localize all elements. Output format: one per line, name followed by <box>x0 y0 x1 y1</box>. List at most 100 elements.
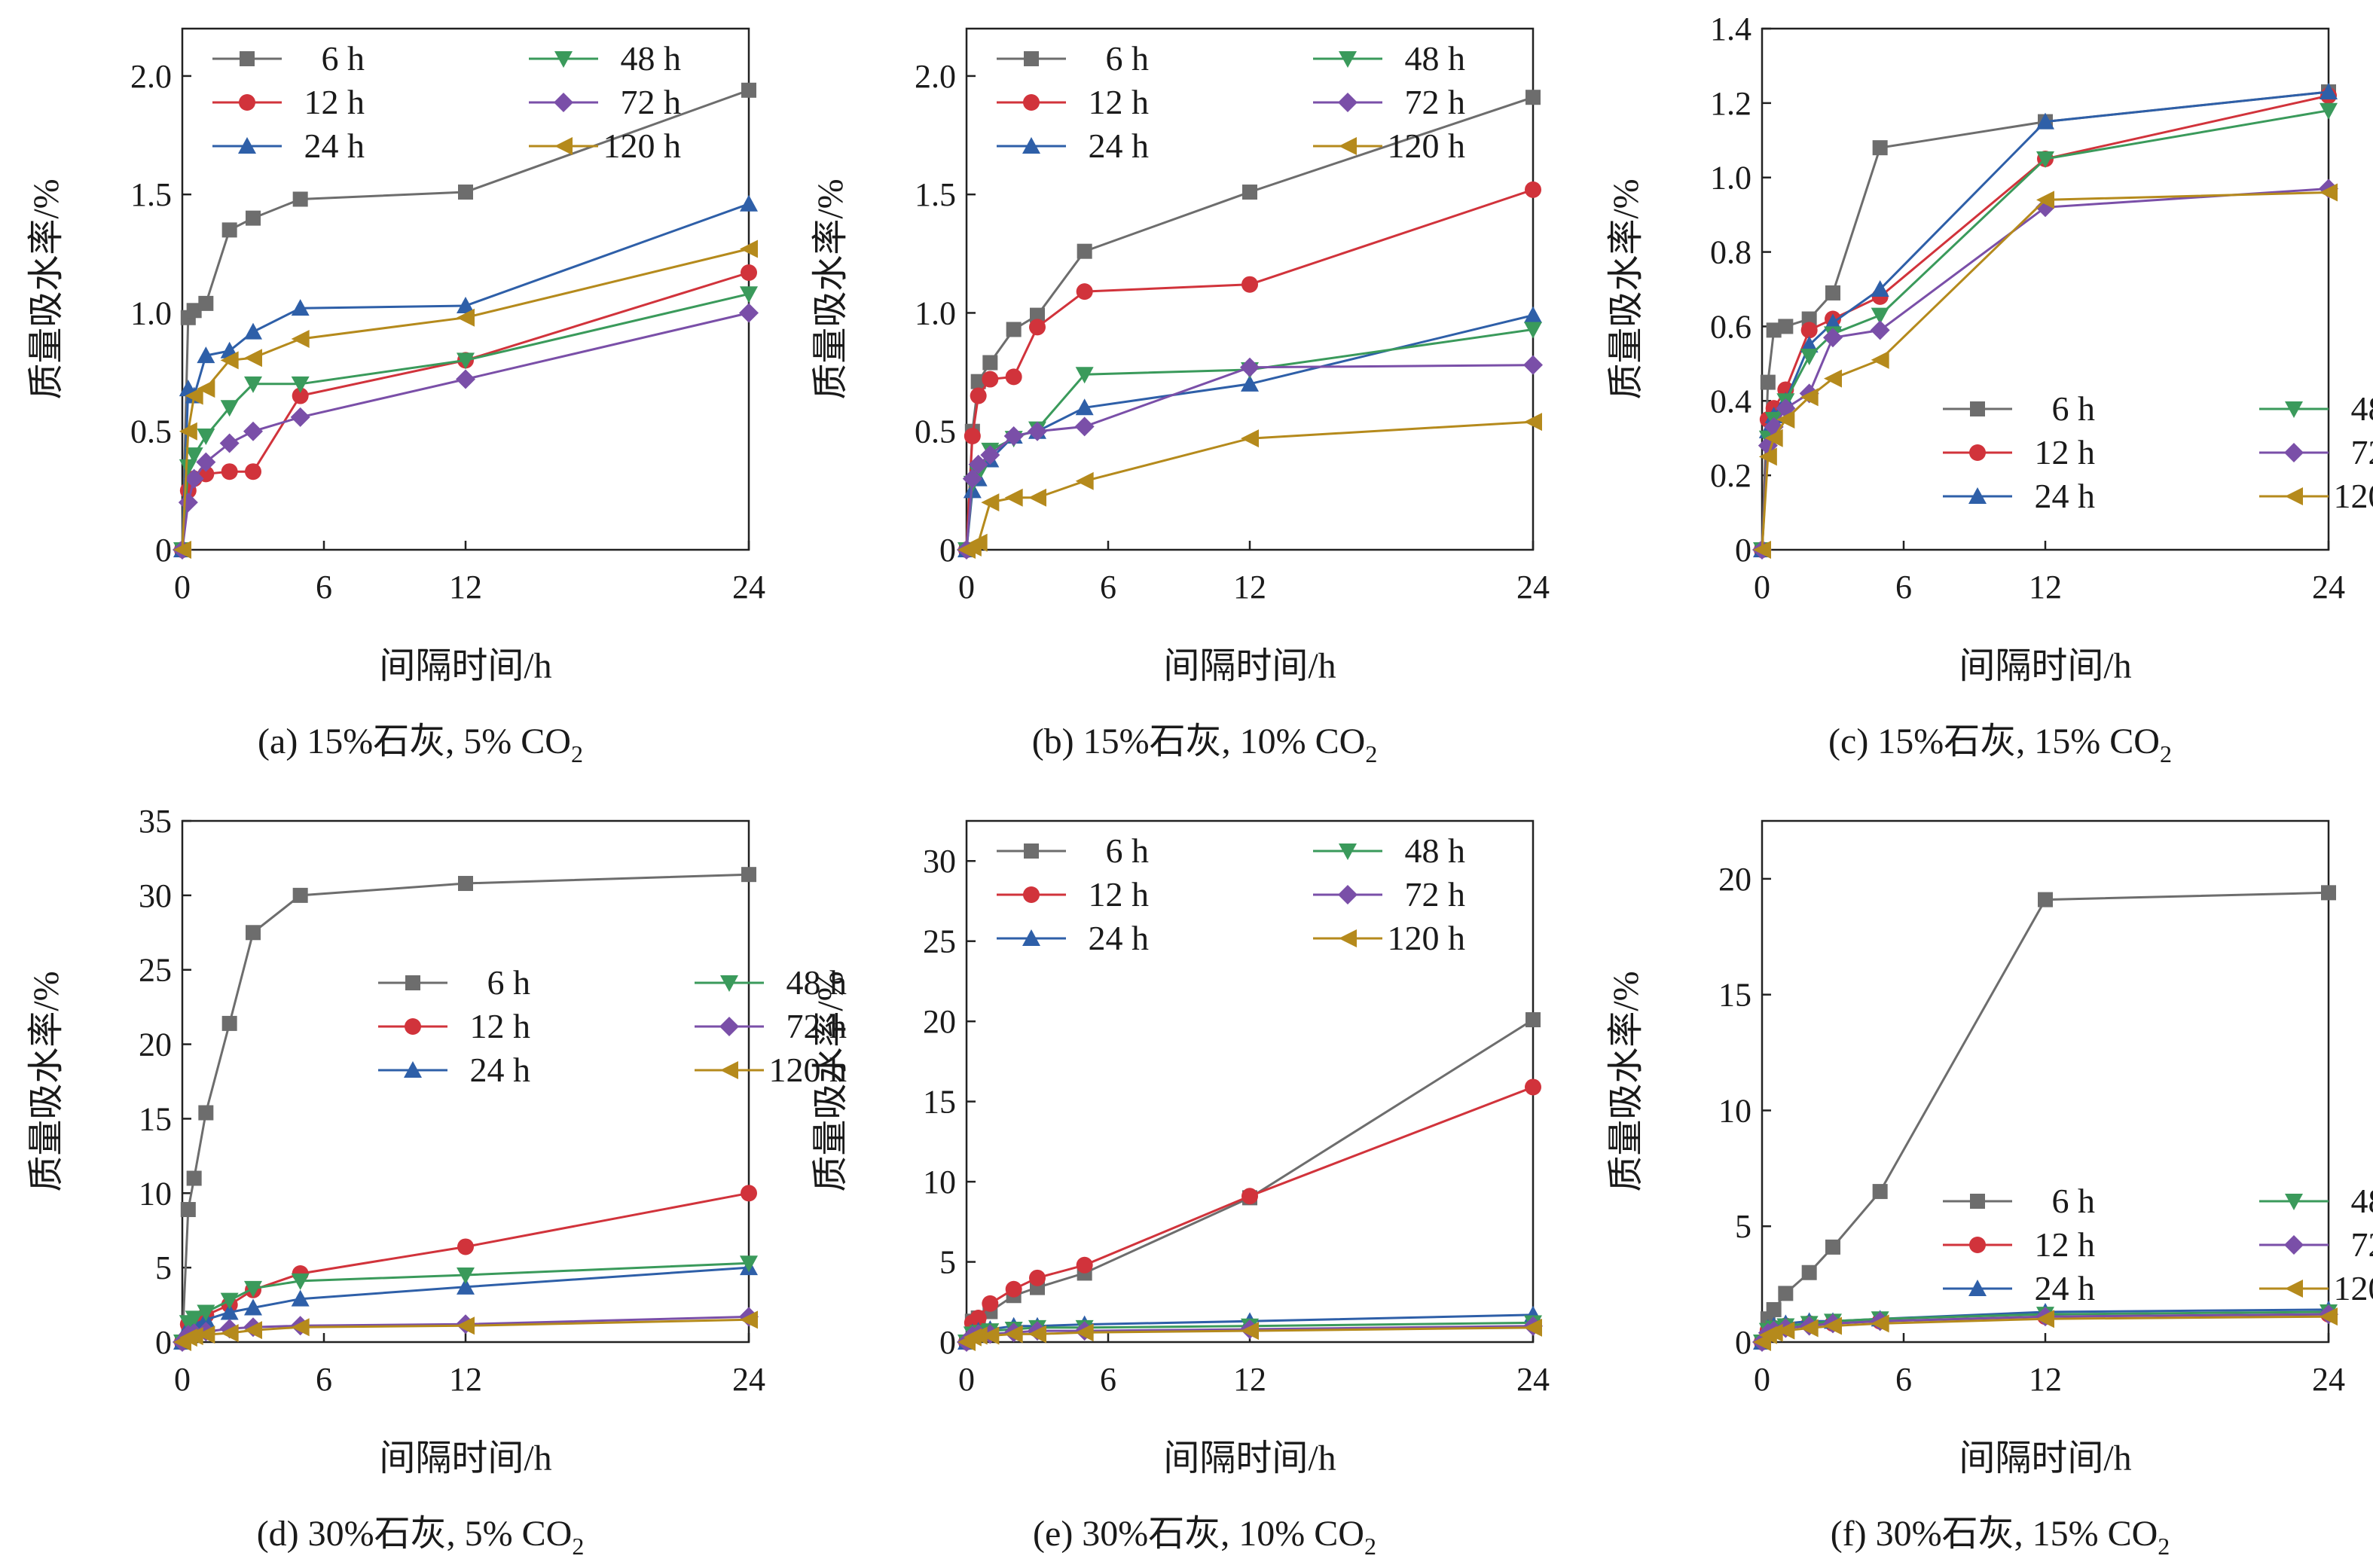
y-tick-label: 5 <box>155 1249 172 1286</box>
data-point <box>1241 276 1258 293</box>
series-line <box>182 249 749 551</box>
x-tick-label: 6 <box>1100 569 1116 606</box>
legend-label: 6 h <box>1106 831 1150 870</box>
panel-caption: (a) 15%石灰, 5% CO2 <box>258 721 583 767</box>
y-axis-label: 质量吸水率/% <box>1606 178 1646 399</box>
data-point <box>1802 1265 1817 1280</box>
caption-subscript: 2 <box>572 1533 584 1560</box>
y-tick-label: 0 <box>155 1324 172 1361</box>
x-tick-label: 12 <box>2029 569 2062 606</box>
x-tick-label: 24 <box>1516 1361 1550 1398</box>
caption-subscript: 2 <box>2158 1533 2170 1560</box>
data-point <box>198 1106 213 1121</box>
data-point <box>222 222 237 237</box>
y-tick-label: 35 <box>139 803 172 840</box>
legend-marker <box>1970 401 1985 416</box>
legend-label: 12 h <box>1089 875 1150 914</box>
y-tick-label: 15 <box>139 1100 172 1137</box>
series-line <box>182 313 749 551</box>
x-axis-label: 间隔时间/h <box>379 646 551 686</box>
data-point <box>181 1202 196 1217</box>
data-point <box>1523 355 1543 375</box>
x-tick-label: 6 <box>1895 1361 1912 1398</box>
legend-label: 6 h <box>2052 389 2096 428</box>
y-tick-label: 1.5 <box>915 176 956 213</box>
data-point <box>1524 307 1542 323</box>
data-point <box>1825 285 1840 300</box>
data-point <box>740 195 758 212</box>
legend-marker <box>1024 51 1039 66</box>
legend-label: 48 h <box>1405 39 1466 78</box>
data-point <box>243 422 263 441</box>
x-tick-label: 24 <box>732 1361 765 1398</box>
y-tick-label: 30 <box>923 843 956 880</box>
legend-label: 24 h <box>304 127 365 165</box>
legend-label: 120 h <box>2334 1269 2373 1307</box>
legend-label: 120 h <box>603 127 682 165</box>
data-point <box>981 493 999 511</box>
data-point <box>1242 185 1257 200</box>
x-tick-label: 0 <box>174 569 191 606</box>
legend-label: 12 h <box>2035 433 2096 471</box>
series-line <box>967 97 1533 550</box>
data-point <box>982 371 998 388</box>
y-tick-label: 1.4 <box>1710 11 1752 47</box>
data-point <box>293 888 308 903</box>
y-tick-label: 0 <box>1735 1324 1752 1361</box>
x-tick-label: 12 <box>1233 569 1266 606</box>
panel-caption: (e) 30%石灰, 10% CO2 <box>1033 1514 1376 1560</box>
data-point <box>244 349 262 367</box>
y-axis-label: 质量吸水率/% <box>811 178 851 399</box>
data-point <box>1006 1281 1022 1298</box>
y-tick-label: 30 <box>139 877 172 914</box>
data-point <box>458 876 473 891</box>
x-tick-label: 12 <box>1233 1361 1266 1398</box>
panel-caption: (d) 30%石灰, 5% CO2 <box>257 1514 585 1560</box>
x-tick-label: 0 <box>958 569 975 606</box>
data-point <box>1825 1240 1840 1255</box>
legend-marker <box>1338 93 1358 112</box>
legend-marker <box>720 1061 738 1079</box>
x-tick-label: 6 <box>316 569 332 606</box>
x-tick-label: 0 <box>958 1361 975 1398</box>
y-tick-label: 2.0 <box>915 58 956 95</box>
y-tick-label: 25 <box>139 952 172 989</box>
legend-label: 6 h <box>2052 1182 2096 1220</box>
data-point <box>741 867 756 882</box>
legend-label: 48 h <box>621 39 682 78</box>
data-point <box>292 330 310 348</box>
y-tick-label: 0 <box>939 532 956 569</box>
series-line <box>967 1088 1533 1343</box>
data-point <box>1525 1078 1541 1095</box>
legend-marker <box>554 137 573 155</box>
legend-label: 72 h <box>2351 1225 2373 1264</box>
data-point <box>1240 358 1260 377</box>
data-point <box>739 303 759 322</box>
plot-frame <box>182 821 749 1342</box>
data-point <box>1006 368 1022 385</box>
legend-marker <box>2284 443 2304 462</box>
legend-label: 72 h <box>621 83 682 121</box>
data-point <box>221 463 238 480</box>
legend-label: 6 h <box>487 963 531 1002</box>
y-axis-label: 质量吸水率/% <box>811 971 851 1191</box>
legend-label: 120 h <box>2334 477 2373 515</box>
x-axis-label: 间隔时间/h <box>1959 646 2131 686</box>
y-tick-label: 20 <box>923 1003 956 1040</box>
plot-frame <box>1762 29 2329 550</box>
legend-marker <box>2285 487 2303 505</box>
legend-label: 12 h <box>1089 83 1150 121</box>
x-tick-label: 24 <box>732 569 765 606</box>
data-point <box>1241 429 1259 447</box>
caption-subscript: 2 <box>571 740 583 767</box>
y-tick-label: 0.4 <box>1710 383 1752 419</box>
y-axis-label: 质量吸水率/% <box>1606 971 1646 1191</box>
